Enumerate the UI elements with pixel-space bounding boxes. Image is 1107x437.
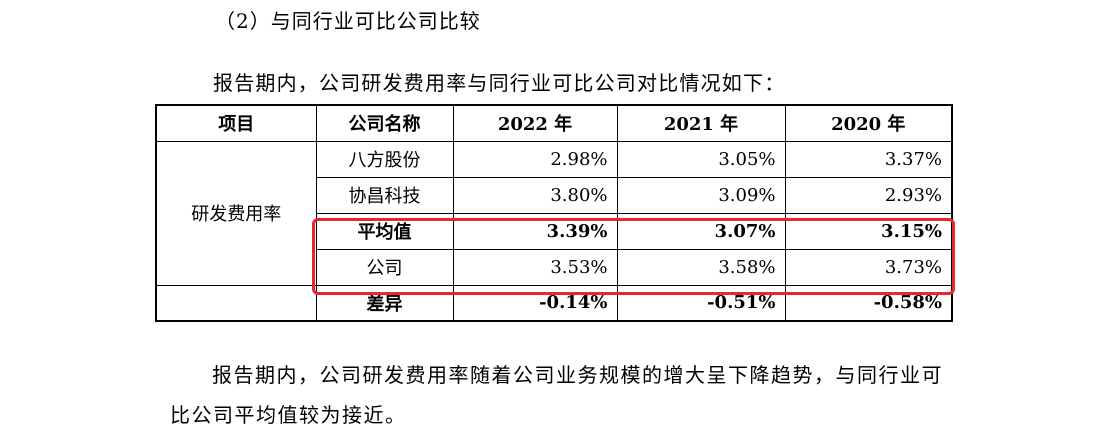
- intro-text: 报告期内，公司研发费用率与同行业可比公司对比情况如下：: [213, 71, 786, 95]
- conclusion-paragraph: 报告期内，公司研发费用率随着公司业务规模的增大呈下降趋势，与同行业可比公司平均值…: [170, 363, 943, 427]
- company-label-cell: 公司: [315, 248, 454, 286]
- value-2021-cell: 3.07%: [616, 212, 786, 250]
- empty-cell: [155, 284, 317, 322]
- value-2020-cell: 2.93%: [784, 176, 953, 214]
- header-year-2022: 2022 年: [452, 104, 618, 142]
- value-2020-cell: 3.15%: [784, 212, 953, 250]
- value-2022-cell: -0.14%: [452, 284, 618, 322]
- value-2020-cell: -0.58%: [784, 284, 953, 322]
- difference-label-cell: 差异: [315, 284, 454, 322]
- value-2022-cell: 3.80%: [452, 176, 618, 214]
- company-name-cell: 协昌科技: [315, 176, 454, 214]
- header-year-2021: 2021 年: [616, 104, 786, 142]
- header-company-name: 公司名称: [315, 104, 454, 142]
- table-row: 协昌科技 3.80% 3.09% 2.93%: [156, 176, 953, 214]
- category-cell: 研发费用率: [155, 140, 317, 286]
- value-2022-cell: 2.98%: [452, 140, 618, 178]
- value-2020-cell: 3.73%: [784, 248, 953, 286]
- difference-row: 差异 -0.14% -0.51% -0.58%: [155, 284, 953, 322]
- value-2021-cell: -0.51%: [616, 284, 786, 322]
- company-name-cell: 八方股份: [315, 140, 454, 178]
- value-2022-cell: 3.53%: [452, 248, 618, 286]
- value-2021-cell: 3.09%: [616, 176, 786, 214]
- value-2022-cell: 3.39%: [452, 212, 618, 250]
- table-row: 研发费用率 八方股份 2.98% 3.05% 3.37%: [155, 140, 953, 286]
- value-2021-cell: 3.58%: [616, 248, 786, 286]
- header-item: 项目: [155, 104, 317, 142]
- value-2021-cell: 3.05%: [616, 140, 786, 178]
- rd-expense-ratio-table: 项目 公司名称 2022 年 2021 年 2020 年 研发费用率 八方股份 …: [155, 104, 953, 322]
- section-heading: （2）与同行业可比公司比较: [215, 9, 481, 33]
- average-label-cell: 平均值: [315, 212, 454, 250]
- value-2020-cell: 3.37%: [784, 140, 953, 178]
- table-header-row: 项目 公司名称 2022 年 2021 年 2020 年: [155, 104, 953, 142]
- company-row: 公司 3.53% 3.58% 3.73%: [156, 248, 953, 286]
- header-year-2020: 2020 年: [784, 104, 953, 142]
